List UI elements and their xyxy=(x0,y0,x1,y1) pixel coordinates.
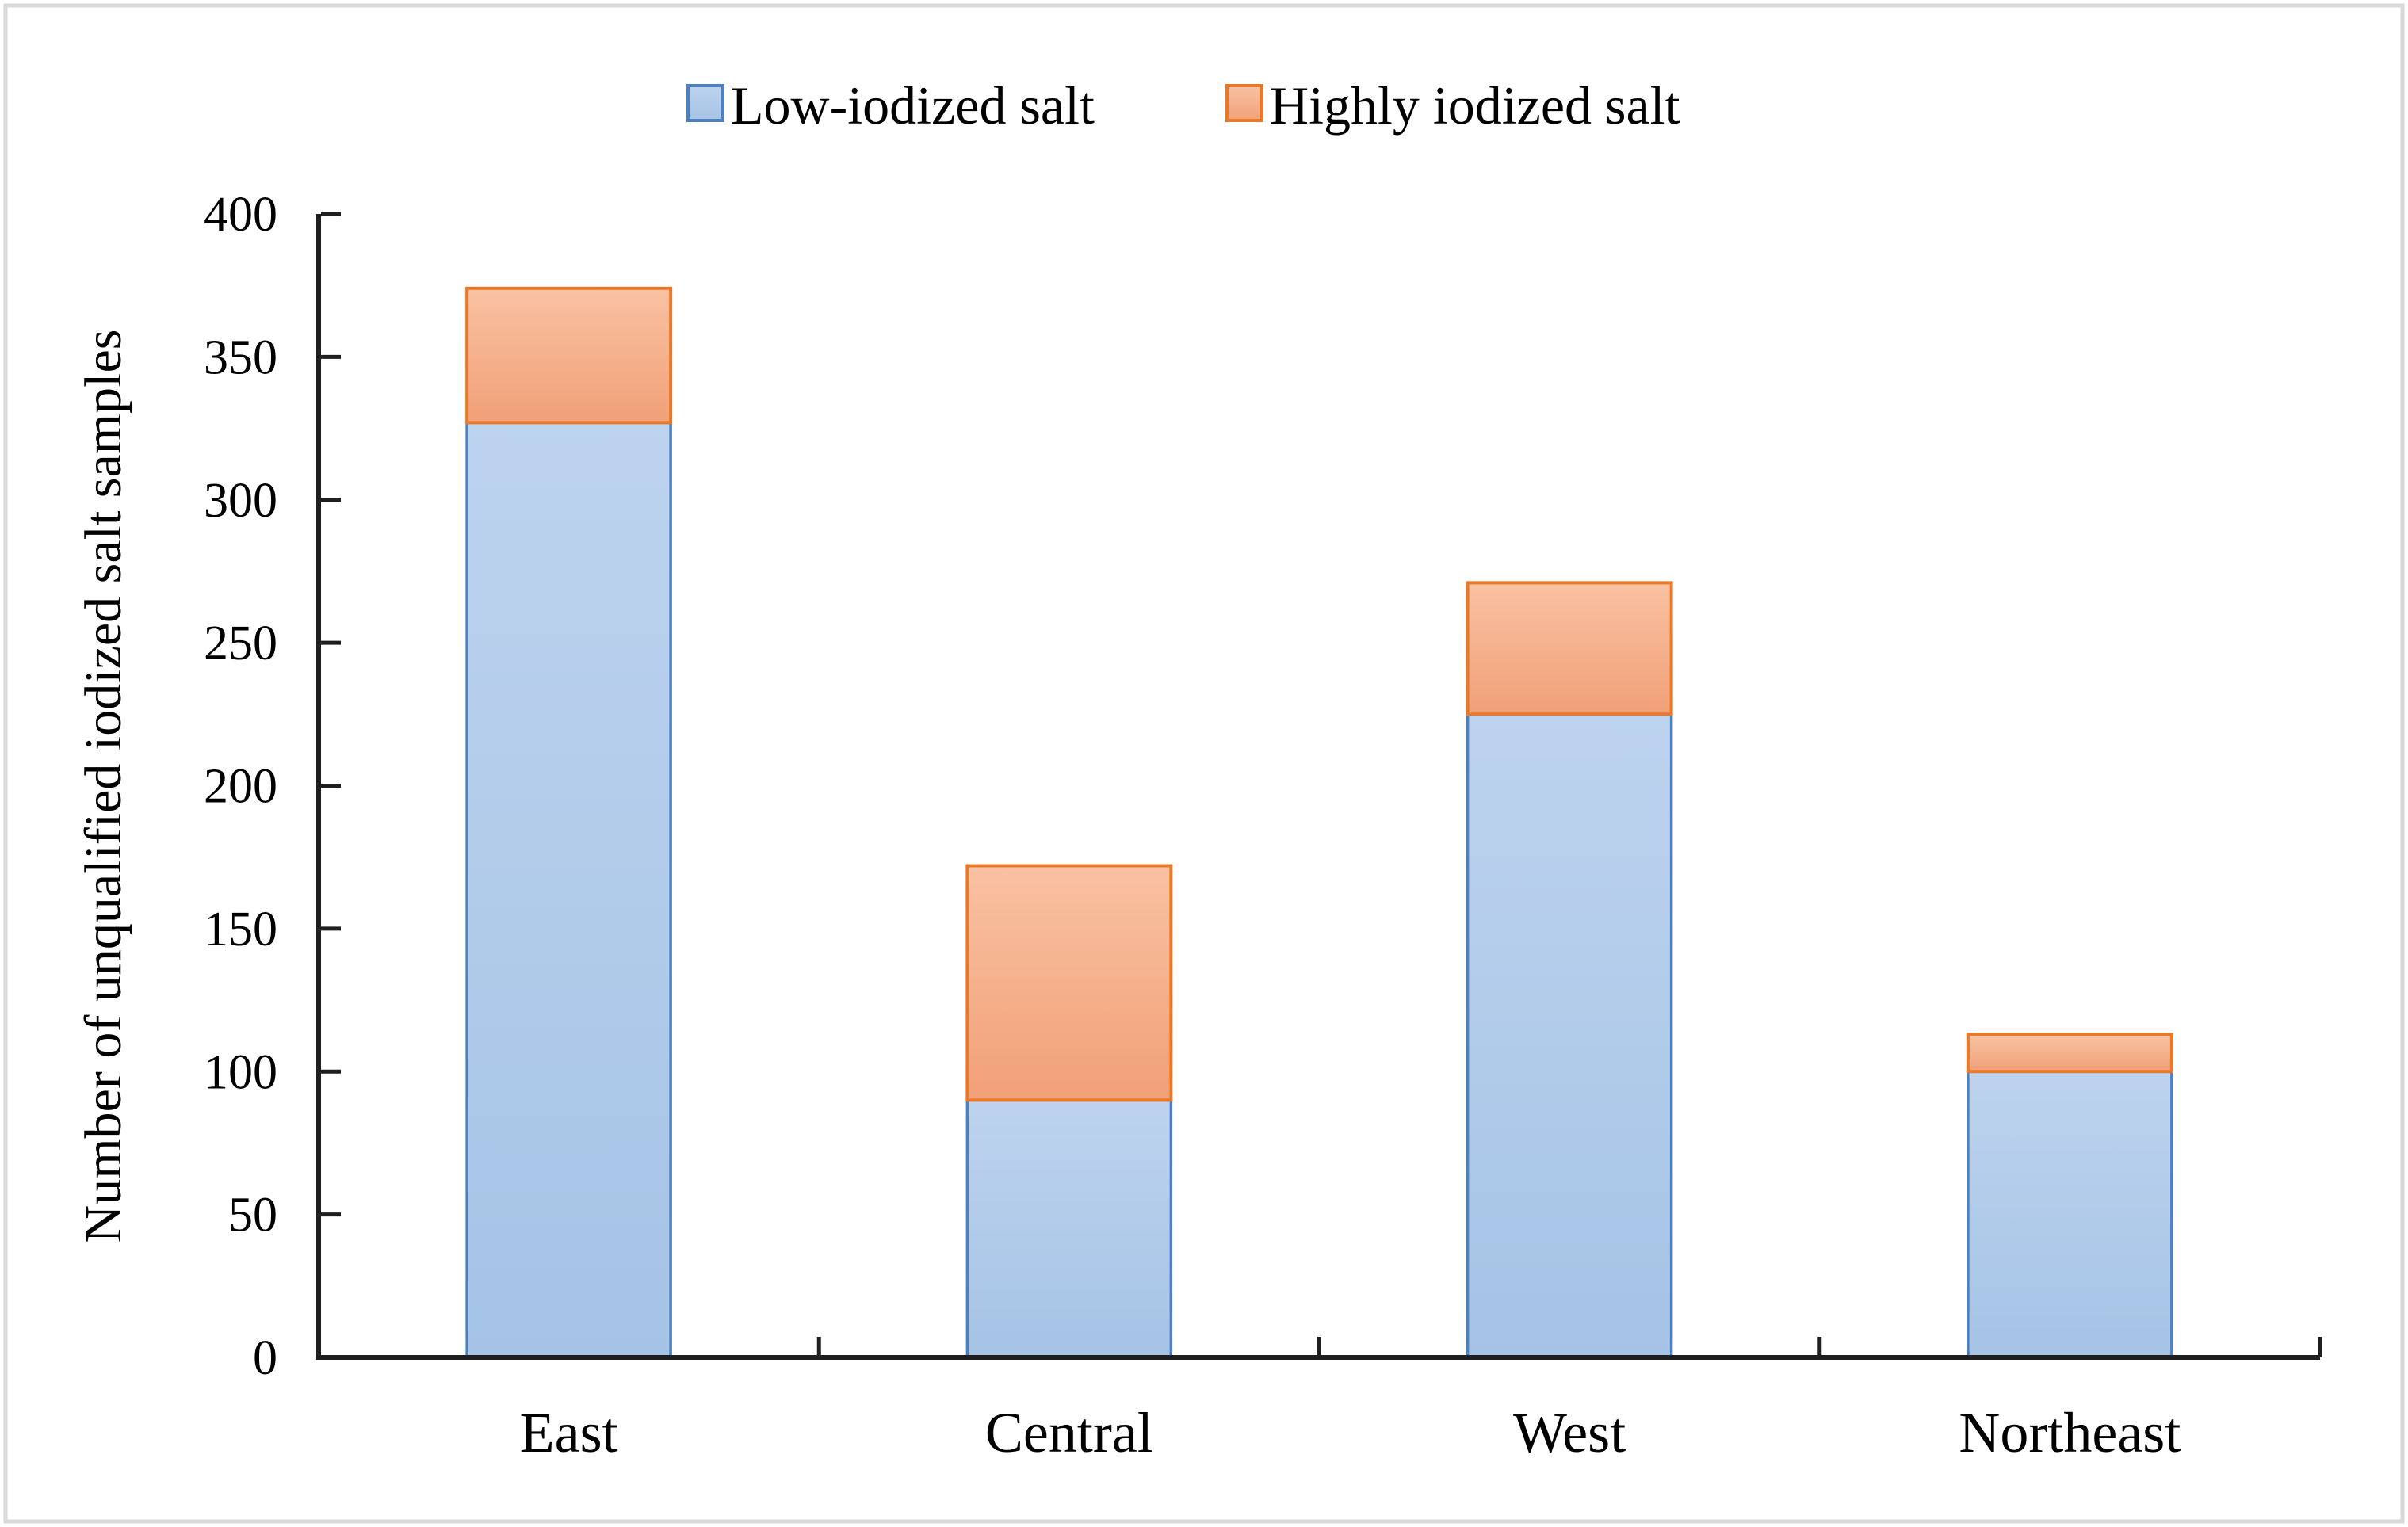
y-axis-title: Number of unqualified iodized salt sampl… xyxy=(75,330,132,1243)
legend: Low-iodized salt Highly iodized salt xyxy=(686,75,1680,136)
axis-lines xyxy=(316,214,2320,1360)
bar-segment-high-west xyxy=(1466,581,1673,716)
y-tick-label: 50 xyxy=(228,1189,277,1243)
y-tick-label: 300 xyxy=(204,474,277,528)
x-category-label-northeast: Northeast xyxy=(1959,1401,2181,1464)
bar-segment-low-central xyxy=(965,1098,1173,1359)
bars-layer xyxy=(465,286,2173,1359)
x-category-label-east: East xyxy=(520,1401,618,1464)
y-tick-label: 0 xyxy=(253,1331,277,1385)
y-tick-label: 150 xyxy=(204,903,277,956)
bar-segment-low-east xyxy=(465,421,672,1359)
x-category-label-central: Central xyxy=(985,1401,1153,1464)
y-tick-label: 200 xyxy=(204,760,277,814)
y-tick-label: 400 xyxy=(204,188,277,242)
y-tick-label: 100 xyxy=(204,1045,277,1099)
bar-segment-low-west xyxy=(1466,712,1673,1359)
legend-label-low-iodized: Low-iodized salt xyxy=(731,75,1095,136)
bar-segment-high-east xyxy=(465,286,673,425)
legend-swatch-highly-iodized xyxy=(1225,84,1263,122)
legend-label-highly-iodized: Highly iodized salt xyxy=(1270,75,1680,136)
bar-segment-high-northeast xyxy=(1966,1033,2173,1074)
axis-layer: 0 50 100 150 200 250 300 350 400 East Central West N… xyxy=(204,188,2322,1464)
x-category-label-west: West xyxy=(1513,1401,1626,1464)
legend-swatch-low-iodized xyxy=(686,84,724,122)
bar-segment-low-northeast xyxy=(1967,1070,2173,1359)
y-tick-label: 350 xyxy=(204,330,277,384)
bar-segment-high-central xyxy=(965,864,1173,1102)
figure-frame xyxy=(3,3,2405,1524)
y-tick-label: 250 xyxy=(204,617,277,670)
